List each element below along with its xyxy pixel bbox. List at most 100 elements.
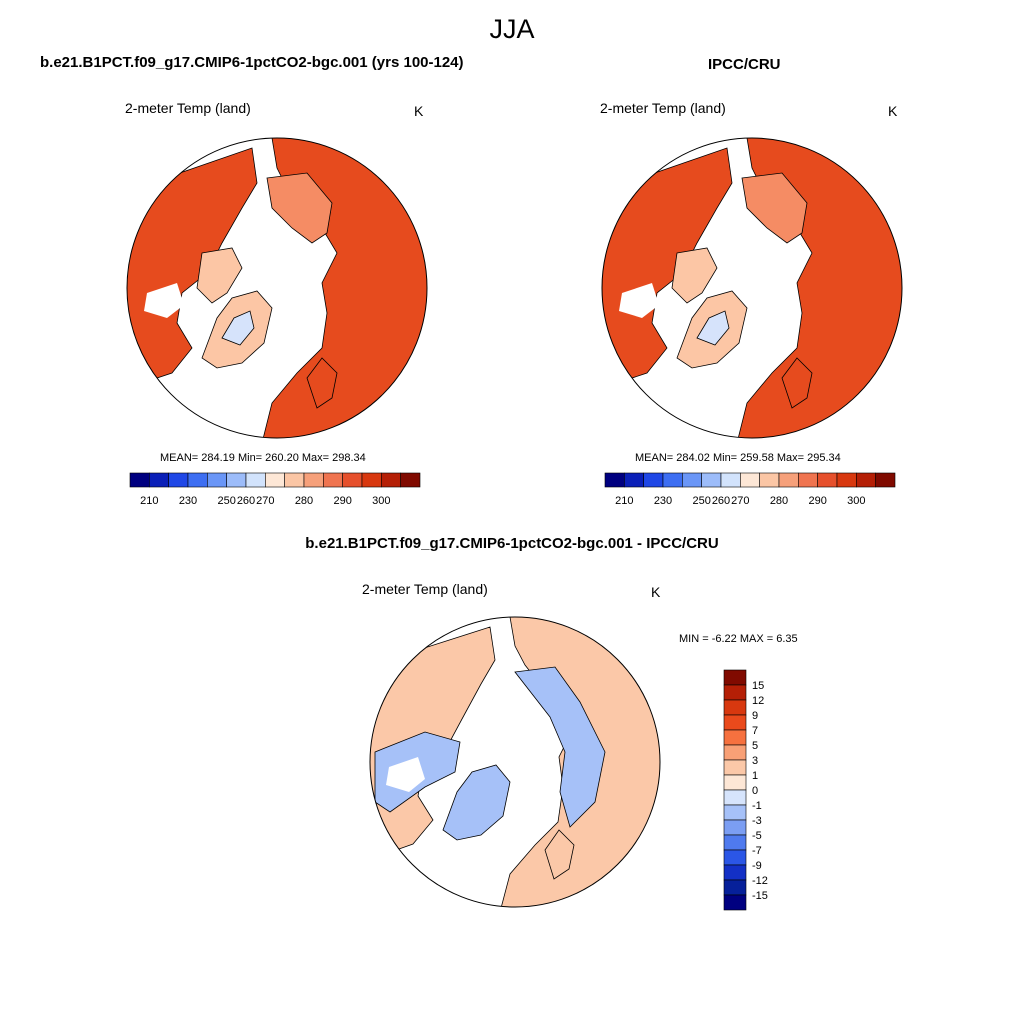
map-boundary-circle — [601, 137, 903, 439]
colorbar-cell — [723, 744, 747, 761]
greenland-diff-negative — [442, 764, 511, 841]
colorbar-cell — [381, 472, 401, 488]
diff-panel-polar-map — [369, 616, 661, 908]
hudson-bay-water — [386, 757, 425, 792]
colorbar-cell — [856, 472, 876, 488]
diff-panel-variable: 2-meter Temp (land) — [362, 581, 488, 597]
colorbar-cell — [723, 729, 747, 746]
colorbar-tick-label: -3 — [752, 815, 762, 827]
panel-left-polar-map — [126, 137, 428, 439]
colorbar-cell — [723, 774, 747, 791]
panel-right-title: IPCC/CRU — [708, 56, 781, 73]
colorbar-cell — [723, 849, 747, 866]
colorbar-tick-label: -15 — [752, 890, 768, 902]
colorbar-cell — [720, 472, 741, 488]
colorbar-tick-label: 270 — [731, 495, 749, 507]
colorbar-tick-label: -9 — [752, 860, 762, 872]
panel-right-polar-map — [601, 137, 903, 439]
colorbar-cell — [187, 472, 208, 488]
colorbar-tick-label: 1 — [752, 770, 758, 782]
colorbar-tick-label: 0 — [752, 785, 758, 797]
season-title: JJA — [489, 14, 535, 44]
colorbar-tick-label: -7 — [752, 845, 762, 857]
scandinavia-diff-positive — [544, 829, 575, 880]
colorbar-tick-label: 250 — [692, 495, 710, 507]
colorbar-tick-label: 230 — [654, 495, 672, 507]
diff-panel-units: K — [651, 584, 661, 600]
colorbar-tick-label: 210 — [140, 495, 158, 507]
colorbar-cell — [723, 789, 747, 806]
colorbar-cell — [875, 472, 896, 488]
colorbar-cell — [723, 834, 747, 851]
colorbar-cell — [759, 472, 780, 488]
colorbar-cell — [400, 472, 421, 488]
colorbar-tick-label: 300 — [372, 495, 390, 507]
colorbar-tick-label: 270 — [256, 495, 274, 507]
colorbar-cell — [361, 472, 382, 488]
colorbar-cell — [723, 864, 747, 881]
colorbar-cell — [723, 759, 747, 776]
colorbar-cell — [226, 472, 247, 488]
colorbar-tick-label: 300 — [847, 495, 865, 507]
panel-left-title: b.e21.B1PCT.f09_g17.CMIP6-1pctCO2-bgc.00… — [40, 54, 464, 71]
siberia-diff-negative — [514, 666, 606, 828]
siberia-cool — [741, 172, 808, 244]
colorbar-cell — [836, 472, 857, 488]
colorbar-tick-label: 7 — [752, 725, 758, 737]
colorbar-tick-label: 280 — [770, 495, 788, 507]
canada-archipelago — [196, 247, 243, 304]
colorbar-cell — [604, 472, 625, 488]
panel-left-stats: MEAN= 284.19 Min= 260.20 Max= 298.34 — [160, 452, 366, 464]
colorbar-cell — [323, 472, 343, 488]
colorbar-cell — [168, 472, 189, 488]
diff-panel-minmax: MIN = -6.22 MAX = 6.35 — [679, 633, 798, 645]
colorbar-tick-label: 260 — [237, 495, 255, 507]
colorbar-tick-label: 9 — [752, 710, 758, 722]
colorbar-cell — [149, 472, 169, 488]
colorbar-cell — [284, 472, 305, 488]
colorbar-cell — [265, 472, 285, 488]
colorbar-cell — [207, 472, 227, 488]
colorbar-cell — [129, 472, 150, 488]
panel-left-units: K — [414, 103, 424, 119]
panel-left-variable: 2-meter Temp (land) — [125, 100, 251, 116]
diff-panel-title: b.e21.B1PCT.f09_g17.CMIP6-1pctCO2-bgc.00… — [305, 535, 719, 552]
colorbar-tick-label: 5 — [752, 740, 758, 752]
colorbar-tick-label: 260 — [712, 495, 730, 507]
panel-right-units: K — [888, 103, 898, 119]
canada-archipelago — [671, 247, 718, 304]
colorbar-cell — [245, 472, 266, 488]
colorbar-tick-label: 290 — [333, 495, 351, 507]
map-boundary-circle — [369, 616, 661, 908]
colorbar-tick-label: 210 — [615, 495, 633, 507]
colorbar-cell — [723, 819, 747, 836]
siberia-cool — [266, 172, 333, 244]
colorbar-cell — [643, 472, 664, 488]
colorbar-cell — [723, 879, 747, 896]
colorbar-cell — [682, 472, 702, 488]
colorbar-cell — [798, 472, 818, 488]
panel-right-variable: 2-meter Temp (land) — [600, 100, 726, 116]
colorbar-tick-label: 290 — [808, 495, 826, 507]
colorbar-cell — [723, 714, 747, 731]
colorbar-cell — [701, 472, 722, 488]
greenland-ice — [221, 310, 255, 346]
colorbar-cell — [817, 472, 838, 488]
scandinavia-land — [781, 357, 813, 409]
colorbar-tick-label: -12 — [752, 875, 768, 887]
scandinavia-land — [306, 357, 338, 409]
hudson-bay-water — [144, 283, 184, 318]
colorbar-cell — [723, 894, 747, 911]
hudson-bay-water — [619, 283, 659, 318]
colorbar-cell — [624, 472, 644, 488]
colorbar-tick-label: 12 — [752, 695, 764, 707]
colorbar-cell — [723, 684, 747, 701]
panel-right-colorbar: 210 230 250 260 270 280 290 300 — [604, 472, 896, 507]
colorbar-tick-label: -5 — [752, 830, 762, 842]
colorbar-tick-label: 230 — [179, 495, 197, 507]
greenland-ice — [696, 310, 730, 346]
colorbar-cell — [342, 472, 363, 488]
colorbar-cell — [723, 804, 747, 821]
colorbar-tick-label: 15 — [752, 680, 764, 692]
colorbar-cell — [723, 699, 747, 716]
